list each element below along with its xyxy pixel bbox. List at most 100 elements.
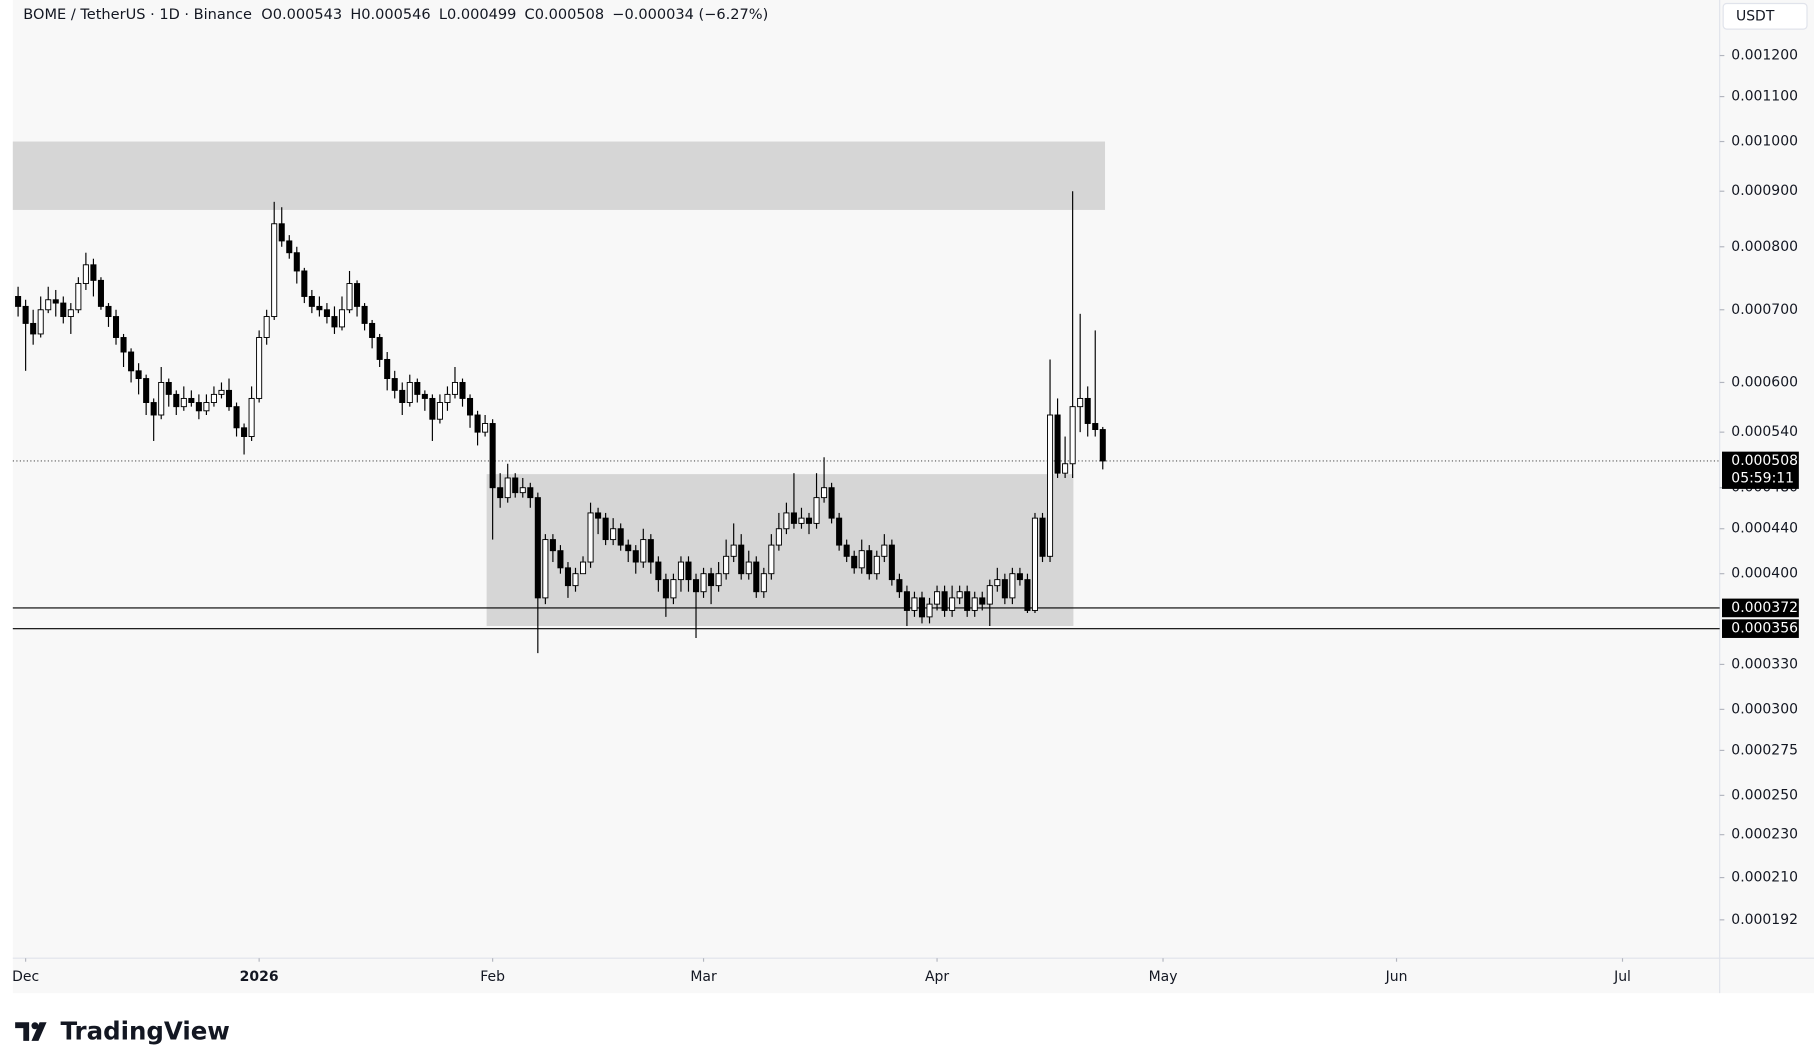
x-tick-label: 2026 xyxy=(240,969,279,985)
currency-box[interactable] xyxy=(1722,2,1808,30)
candle-body xyxy=(798,517,805,524)
ohlc-label: H xyxy=(350,6,361,23)
logo-mark xyxy=(15,1022,30,1041)
candle-body xyxy=(918,597,926,618)
candle-body xyxy=(986,585,993,605)
candle-body xyxy=(512,477,519,494)
candles xyxy=(15,191,1106,654)
change: −0.000034 xyxy=(612,6,694,23)
y-tick-label: 0.000400 xyxy=(1731,566,1798,582)
candle-body xyxy=(775,528,782,546)
symbol-title: BOME / TetherUS · 1D · Binance xyxy=(23,6,252,23)
y-tick-label: 0.000900 xyxy=(1731,183,1798,199)
candle-body xyxy=(1016,573,1023,581)
last-price-box xyxy=(1722,451,1799,489)
candle-body xyxy=(75,283,82,311)
candle-body xyxy=(858,550,865,569)
candle-body xyxy=(316,305,323,311)
candle-body xyxy=(760,573,767,593)
x-tick-label: Feb xyxy=(480,969,505,985)
candle-body xyxy=(1062,463,1069,474)
candle-body xyxy=(640,539,647,563)
ohlc-value: 0.000508 xyxy=(535,6,604,23)
candle-body xyxy=(1047,414,1054,557)
candle-body xyxy=(715,573,722,587)
candle-body xyxy=(994,579,1001,587)
candle-body xyxy=(180,397,187,408)
candle-body xyxy=(662,579,669,599)
candle-body xyxy=(112,316,120,338)
candle-body xyxy=(753,561,760,593)
candle-body xyxy=(45,299,52,311)
price-axis-background xyxy=(1719,0,1814,994)
candle-body xyxy=(903,591,910,611)
y-tick-label: 0.000800 xyxy=(1731,239,1798,255)
candle-body xyxy=(90,264,97,281)
candle-body xyxy=(1039,517,1046,557)
candle-body xyxy=(587,512,594,563)
y-tick-label: 0.001000 xyxy=(1731,134,1798,150)
y-tick-label: 0.000250 xyxy=(1731,787,1798,803)
candle-body xyxy=(632,550,639,563)
last-price-label: 0.000508 xyxy=(1731,453,1798,469)
y-tick-label: 0.001200 xyxy=(1731,48,1798,64)
candle-body xyxy=(233,406,240,429)
zones xyxy=(12,141,1106,627)
candle-body xyxy=(354,283,361,307)
candle-body xyxy=(708,573,715,587)
candle-body xyxy=(82,264,89,285)
candle-body xyxy=(489,423,496,489)
candle-body xyxy=(225,389,233,408)
x-tick-label: May xyxy=(1149,969,1178,985)
candle-body xyxy=(323,309,330,318)
level-label: 0.000356 xyxy=(1731,621,1798,637)
candle-body xyxy=(1054,414,1061,474)
x-tick-label: Jul xyxy=(1613,969,1631,985)
candle-body xyxy=(150,402,157,416)
candle-body xyxy=(730,544,737,557)
candle-body xyxy=(1024,579,1031,611)
candle-body xyxy=(805,517,813,524)
candle-body xyxy=(158,381,165,416)
candle-body xyxy=(949,597,956,611)
brand: TradingView xyxy=(61,1017,230,1046)
candle-body xyxy=(926,603,933,618)
candle-body xyxy=(655,561,662,581)
candle-body xyxy=(617,528,624,546)
candle-body xyxy=(120,337,127,353)
candle-body xyxy=(851,555,858,569)
candle-body xyxy=(286,240,293,254)
levels xyxy=(12,460,1720,630)
level-label-box xyxy=(1722,619,1799,638)
candle-body xyxy=(52,299,59,304)
candle-body xyxy=(203,402,210,412)
candle-body xyxy=(1099,429,1106,462)
y-tick-label: 0.000230 xyxy=(1731,827,1798,843)
candle-body xyxy=(738,544,745,575)
countdown: 05:59:11 xyxy=(1731,470,1794,486)
candle-body xyxy=(625,544,632,552)
candle-body xyxy=(896,579,903,593)
candle-body xyxy=(369,322,376,338)
candle-body xyxy=(723,555,730,575)
candle-body xyxy=(421,393,428,399)
currency[interactable]: USDT xyxy=(1736,8,1775,24)
candle-body xyxy=(580,561,587,575)
candle-body xyxy=(519,487,526,494)
candle-body xyxy=(670,579,677,599)
candle-body xyxy=(700,573,707,593)
candle-body xyxy=(301,270,308,297)
candle-body xyxy=(67,309,74,318)
candle-body xyxy=(210,393,217,403)
candle-body xyxy=(436,402,443,420)
candle-body xyxy=(241,427,248,438)
zone xyxy=(12,141,1106,210)
candle-body xyxy=(60,302,67,318)
y-tick-label: 0.000700 xyxy=(1731,302,1798,318)
candle-body xyxy=(1084,397,1091,424)
candle-body xyxy=(278,223,285,242)
candle-body xyxy=(173,393,180,408)
candle-body xyxy=(564,567,571,587)
change-pct: (−6.27%) xyxy=(699,6,769,23)
